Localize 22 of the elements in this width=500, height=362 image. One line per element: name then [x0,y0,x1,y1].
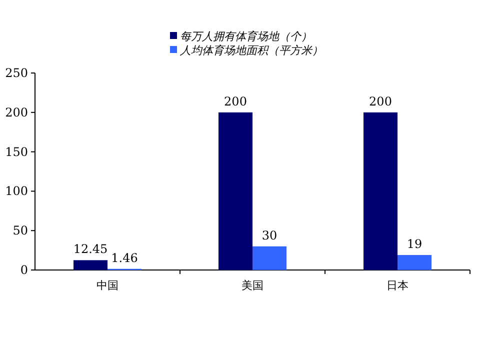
bar [74,260,108,270]
bar [252,246,286,270]
data-label: 200 [224,94,247,108]
x-tick-label: 中国 [96,279,118,292]
y-tick-label: 100 [5,184,28,198]
y-tick-label: 0 [20,263,28,277]
y-tick-label: 250 [5,66,28,80]
data-label: 19 [406,237,422,252]
y-tick-label: 150 [5,144,28,159]
data-label: 200 [369,94,392,108]
bar [364,112,398,270]
data-label: 30 [262,228,278,242]
y-tick-label: 50 [12,224,28,238]
y-tick-label: 200 [5,105,28,120]
legend-label: 每万人拥有体育场地（个） [180,30,312,43]
bar [398,255,432,270]
data-label: 12.45 [73,242,108,256]
x-tick-label: 美国 [242,279,264,292]
x-tick-label: 日本 [386,279,408,292]
bar [218,112,252,270]
legend-label: 人均体育场地面积（平方米） [179,44,323,57]
data-label: 1.46 [111,250,138,265]
